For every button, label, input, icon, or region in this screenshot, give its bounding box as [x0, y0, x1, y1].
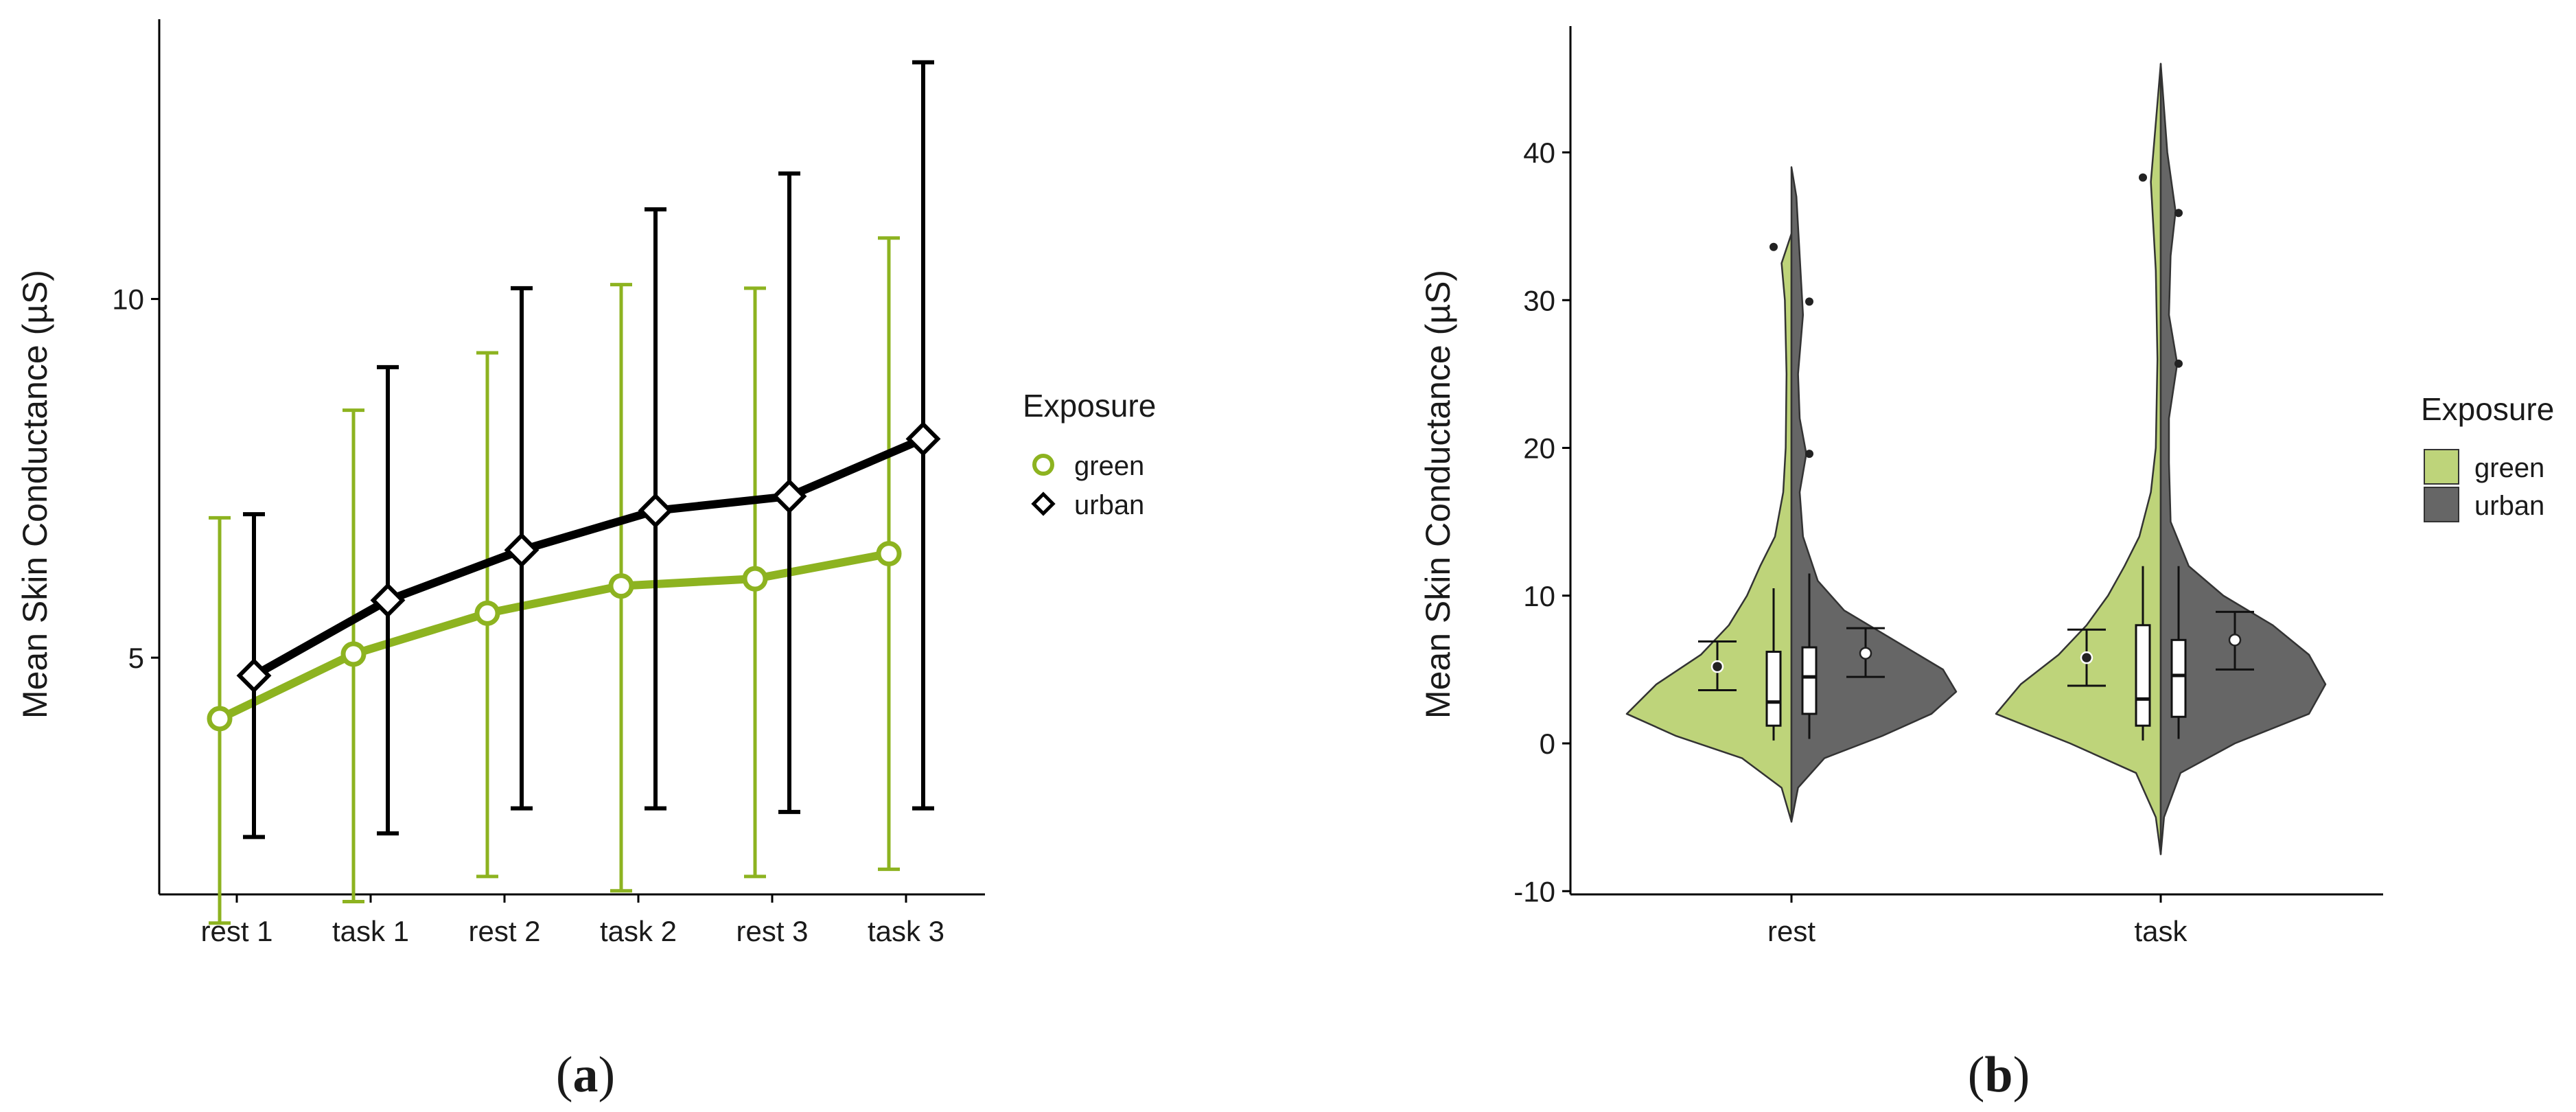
y-tick-label: 40: [1523, 137, 1555, 169]
chart-b-legend: Exposure green urban: [2421, 391, 2554, 522]
data-point: [771, 478, 807, 514]
legend-swatch-green: [2424, 449, 2459, 485]
box-green-rest: [1765, 651, 1782, 727]
mean-point: [2080, 651, 2093, 664]
panel-label-b: (b): [1968, 1047, 2030, 1103]
data-point: [207, 706, 233, 732]
legend-label-green: green: [1074, 451, 1144, 481]
outlier-point: [2174, 209, 2183, 218]
y-tick-label: 10: [112, 283, 144, 316]
chart-a-legend: Exposure green urban: [1023, 388, 1156, 520]
legend-marker-urban: [1031, 491, 1056, 516]
y-tick-label: 10: [1523, 580, 1555, 612]
series-urban: [236, 60, 941, 839]
chart-b: Mean Skin Conductance (µS) -10010203040 …: [1419, 26, 2554, 1103]
chart-b-y-axis-label: Mean Skin Conductance (µS): [1419, 270, 1457, 719]
y-tick-label: 20: [1523, 432, 1555, 465]
data-point: [608, 573, 634, 599]
y-tick-label: 30: [1523, 284, 1555, 316]
panel-label-a: (a): [556, 1047, 615, 1103]
y-tick-label: 0: [1540, 728, 1555, 760]
x-tick-label: task 1: [332, 915, 409, 947]
x-tick-label: rest: [1767, 915, 1815, 947]
data-point: [474, 600, 500, 626]
violin-green-rest: [1625, 233, 1793, 823]
data-point: [236, 658, 272, 693]
outlier-point: [1805, 297, 1813, 306]
data-point: [370, 583, 406, 618]
mean-point: [2228, 634, 2242, 647]
outlier-point: [1769, 242, 1778, 251]
data-point: [876, 541, 902, 567]
legend-swatch-urban: [2424, 487, 2459, 522]
legend-label-urban: urban: [1074, 490, 1144, 520]
violin-urban-rest: [1790, 166, 1958, 823]
x-tick-label: task 3: [868, 915, 944, 947]
outlier-point: [2139, 173, 2147, 182]
legend-label-urban-b: urban: [2474, 491, 2544, 521]
outlier-point: [2174, 359, 2183, 368]
y-tick-label: 5: [128, 642, 144, 674]
mean-point: [1859, 647, 1872, 660]
data-point: [742, 566, 768, 592]
chart-a: Mean Skin Conductance (µS) 5 10 rest 1 tas…: [16, 19, 1156, 1103]
chart-a-legend-title: Exposure: [1023, 388, 1156, 424]
data-point: [905, 421, 941, 456]
legend-label-green-b: green: [2474, 453, 2544, 483]
x-tick-label: rest 1: [200, 915, 272, 947]
x-tick-label: task: [2134, 915, 2188, 947]
outlier-point: [1805, 450, 1813, 459]
data-point: [504, 532, 539, 568]
series-line: [250, 435, 927, 680]
series-line: [216, 549, 893, 723]
x-tick-label: rest 2: [468, 915, 540, 947]
legend-marker-green: [1032, 454, 1054, 476]
violin-urban-task: [2159, 62, 2327, 855]
violin-green-task: [1995, 62, 2162, 855]
series-green: [207, 236, 902, 925]
data-point: [638, 493, 673, 529]
data-point: [340, 641, 367, 667]
chart-a-y-axis-label: Mean Skin Conductance (µS): [16, 270, 54, 719]
chart-b-legend-title: Exposure: [2421, 391, 2554, 427]
x-tick-label: rest 3: [736, 915, 808, 947]
box-urban-task: [2170, 638, 2187, 718]
x-tick-label: task 2: [600, 915, 677, 947]
box-green-task: [2135, 624, 2151, 727]
box-urban-rest: [1801, 646, 1818, 715]
y-tick-label: -10: [1513, 875, 1555, 907]
mean-point: [1710, 660, 1724, 673]
